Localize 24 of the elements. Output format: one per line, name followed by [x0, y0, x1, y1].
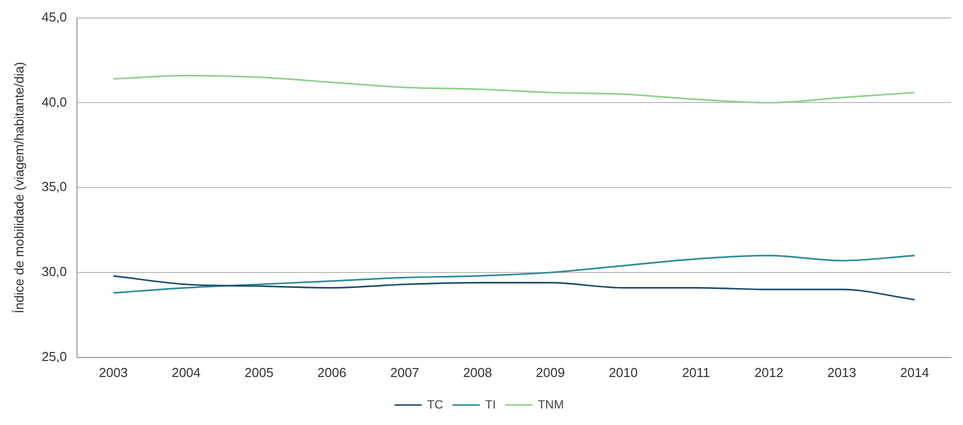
- x-tick-label: 2010: [608, 364, 638, 380]
- line-series: [112, 275, 916, 300]
- x-tick-label: 2004: [172, 364, 201, 380]
- y-tick-label: 35,0: [42, 179, 67, 194]
- legend-label: TC: [427, 397, 444, 412]
- x-tick-label: 2003: [98, 364, 128, 380]
- x-tick-label: 2013: [827, 364, 856, 380]
- x-tick-label: 2008: [463, 364, 492, 380]
- y-tick-label: 45,0: [42, 9, 67, 24]
- y-axis-title: Índice de mobilidade (viagem/habitante/dia): [11, 62, 26, 314]
- line-series: [112, 74, 916, 104]
- x-tick-label: 2014: [900, 364, 930, 380]
- x-tick-label: 2011: [682, 364, 710, 380]
- x-tick-label: 2012: [754, 364, 784, 380]
- x-tick-label: 2006: [317, 364, 346, 380]
- y-tick-label: 40,0: [42, 94, 67, 110]
- y-tick-label: 25,0: [42, 348, 67, 364]
- y-tick-label: 30,0: [42, 264, 67, 280]
- x-tick-label: 2009: [536, 364, 565, 380]
- x-tick-label: 2005: [244, 364, 274, 380]
- x-tick-label: 2007: [390, 364, 420, 380]
- legend-label: TNM: [538, 397, 564, 412]
- line-series: [112, 254, 916, 294]
- legend-label: TI: [485, 397, 496, 412]
